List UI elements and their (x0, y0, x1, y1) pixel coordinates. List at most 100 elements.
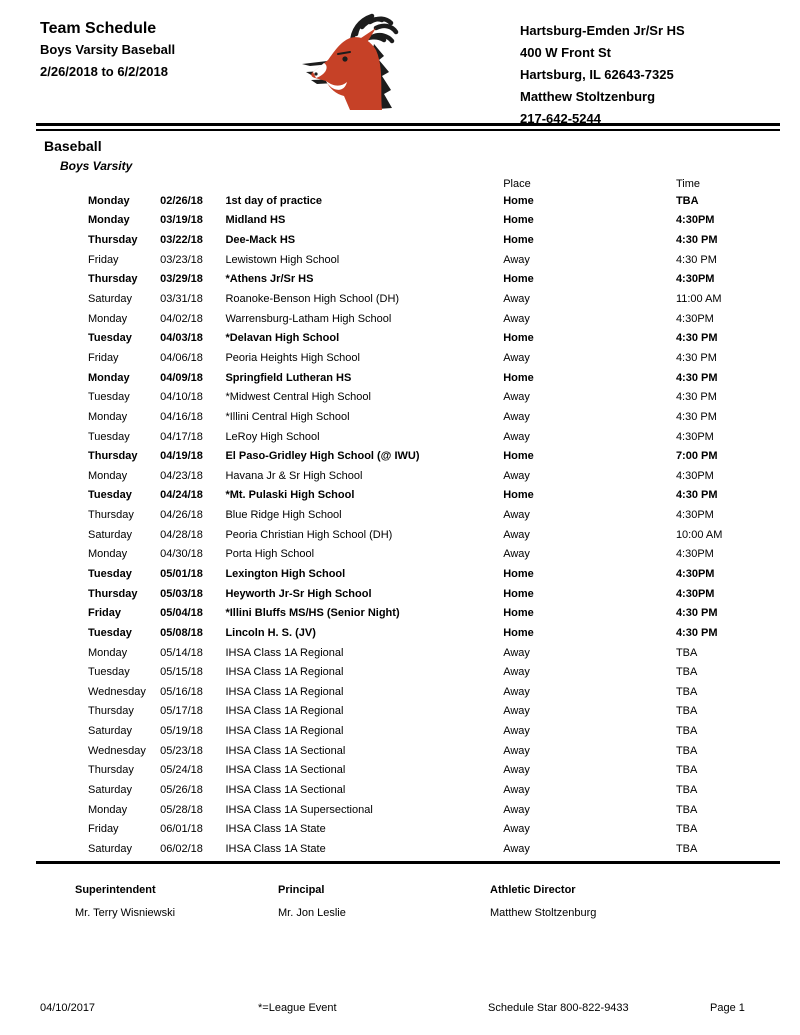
staff-role: Superintendent (75, 884, 156, 896)
cell-time: 4:30PM (675, 567, 715, 580)
cell-event: IHSA Class 1A Supersectional (225, 803, 373, 816)
footer-print-date: 04/10/2017 (40, 1002, 96, 1014)
school-address-line2: Hartsburg, IL 62643-7325 (520, 67, 674, 82)
cell-event: *Midwest Central High School (225, 391, 371, 404)
cell-date: 03/19/18 (160, 214, 203, 227)
cell-time: 4:30PM (675, 273, 715, 286)
cell-time: 4:30 PM (675, 410, 717, 423)
cell-time: TBA (675, 705, 698, 718)
cell-day: Monday (88, 371, 130, 384)
cell-event: Roanoke-Benson High School (DH) (225, 293, 400, 306)
cell-place: Home (503, 194, 534, 207)
staff-role: Principal (278, 884, 325, 896)
school-phone: 217-642-5244 (520, 111, 601, 126)
cell-date: 04/10/18 (160, 391, 203, 404)
schedule-row: Friday 06/01/18 IHSA Class 1A State Away TBA (88, 820, 800, 840)
cell-event: IHSA Class 1A Regional (225, 685, 344, 698)
cell-date: 04/06/18 (160, 351, 203, 364)
column-header-date (160, 177, 225, 191)
schedule-row: Thursday 05/24/18 IHSA Class 1A Sectional A… (88, 761, 800, 781)
cell-date: 04/02/18 (160, 312, 203, 325)
cell-day: Thursday (88, 450, 138, 463)
cell-time: 4:30 PM (675, 234, 718, 247)
cell-time: 4:30 PM (675, 253, 717, 266)
cell-place: Home (503, 234, 534, 247)
cell-day: Thursday (88, 587, 138, 600)
cell-day: Wednesday (88, 744, 146, 757)
schedule-row: Wednesday 05/16/18 IHSA Class 1A Regional A… (88, 682, 800, 702)
schedule-row: Friday 04/06/18 Peoria Heights High School… (88, 348, 800, 368)
staff-name: Mr. Terry Wisniewski (75, 907, 176, 919)
team-level-heading: Boys Varsity (60, 159, 133, 173)
cell-time: TBA (675, 764, 698, 777)
cell-event: Havana Jr & Sr High School (225, 469, 363, 482)
footer-league-legend: *=League Event (258, 1002, 337, 1014)
schedule-row: Monday 05/14/18 IHSA Class 1A Regional Away… (88, 643, 800, 663)
cell-time: TBA (675, 842, 698, 855)
cell-day: Friday (88, 351, 119, 364)
cell-day: Thursday (88, 509, 134, 522)
staff-column: Principal Mr. Jon Leslie (278, 884, 346, 919)
cell-time: 4:30 PM (675, 626, 718, 639)
column-header-day (88, 177, 160, 191)
schedule-row: Tuesday 04/10/18 *Midwest Central High Sch… (88, 387, 800, 407)
cell-place: Home (503, 626, 534, 639)
page-title: Team Schedule (40, 20, 157, 37)
cell-date: 04/24/18 (160, 489, 203, 502)
schedule-row: Monday 04/30/18 Porta High School Away 4:30P… (88, 545, 800, 565)
cell-time: 4:30PM (675, 214, 715, 227)
cell-place: Away (503, 509, 530, 522)
cell-day: Tuesday (88, 489, 132, 502)
schedule-row: Tuesday 05/01/18 Lexington High School Home… (88, 564, 800, 584)
cell-event: LeRoy High School (225, 430, 320, 443)
cell-date: 06/02/18 (160, 842, 203, 855)
cell-event: IHSA Class 1A Sectional (225, 744, 346, 757)
cell-place: Away (503, 430, 530, 443)
footer-page-number: Page 1 (710, 1002, 745, 1014)
cell-day: Monday (88, 469, 128, 482)
cell-day: Monday (88, 803, 128, 816)
cell-time: 4:30PM (675, 430, 714, 443)
cell-place: Away (503, 253, 530, 266)
schedule-row: Thursday 05/03/18 Heyworth Jr-Sr High Scho… (88, 584, 800, 604)
cell-day: Tuesday (88, 626, 132, 639)
cell-place: Away (503, 764, 530, 777)
cell-place: Home (503, 273, 534, 286)
cell-date: 05/19/18 (160, 725, 203, 738)
cell-event: Dee-Mack HS (225, 234, 296, 247)
cell-event: Midland HS (225, 214, 286, 227)
school-address-line1: 400 W Front St (520, 45, 612, 60)
schedule-row: Thursday 04/19/18 El Paso-Gridley High Sch… (88, 446, 800, 466)
cell-date: 04/28/18 (160, 528, 203, 541)
cell-time: 4:30 PM (675, 607, 718, 620)
cell-place: Away (503, 705, 530, 718)
cell-place: Away (503, 548, 530, 561)
cell-event: IHSA Class 1A Sectional (225, 784, 346, 797)
schedule-row: Wednesday 05/23/18 IHSA Class 1A Sectional… (88, 741, 800, 761)
column-header-event (225, 177, 503, 191)
schedule-row: Tuesday 04/17/18 LeRoy High School Away 4:30… (88, 427, 800, 447)
cell-day: Saturday (88, 784, 133, 797)
schedule-row: Thursday 04/26/18 Blue Ridge High School Aw… (88, 505, 800, 525)
cell-date: 04/09/18 (160, 371, 203, 384)
staff-section: Superintendent Mr. Terry Wisniewski Princi… (75, 884, 765, 934)
cell-time: 4:30PM (675, 509, 714, 522)
staff-role: Athletic Director (490, 884, 576, 896)
cell-place: Away (503, 666, 530, 679)
cell-date: 05/01/18 (160, 567, 203, 580)
cell-date: 05/16/18 (160, 685, 203, 698)
schedule-row: Tuesday 05/15/18 IHSA Class 1A Regional Awa… (88, 662, 800, 682)
cell-time: TBA (675, 784, 698, 797)
cell-day: Monday (88, 194, 130, 207)
cell-event: *Delavan High School (225, 332, 340, 345)
school-contact-block: Hartsburg-Emden Jr/Sr HS 400 W Front St … (520, 20, 685, 130)
cell-date: 05/26/18 (160, 784, 203, 797)
cell-date: 04/23/18 (160, 469, 203, 482)
cell-place: Home (503, 567, 534, 580)
date-range: 2/26/2018 to 6/2/2018 (40, 64, 168, 79)
cell-time: 7:00 PM (675, 450, 718, 463)
schedule-row: Monday 04/09/18 Springfield Lutheran HS Hom… (88, 368, 800, 388)
cell-event: 1st day of practice (225, 194, 323, 207)
cell-time: TBA (675, 685, 698, 698)
